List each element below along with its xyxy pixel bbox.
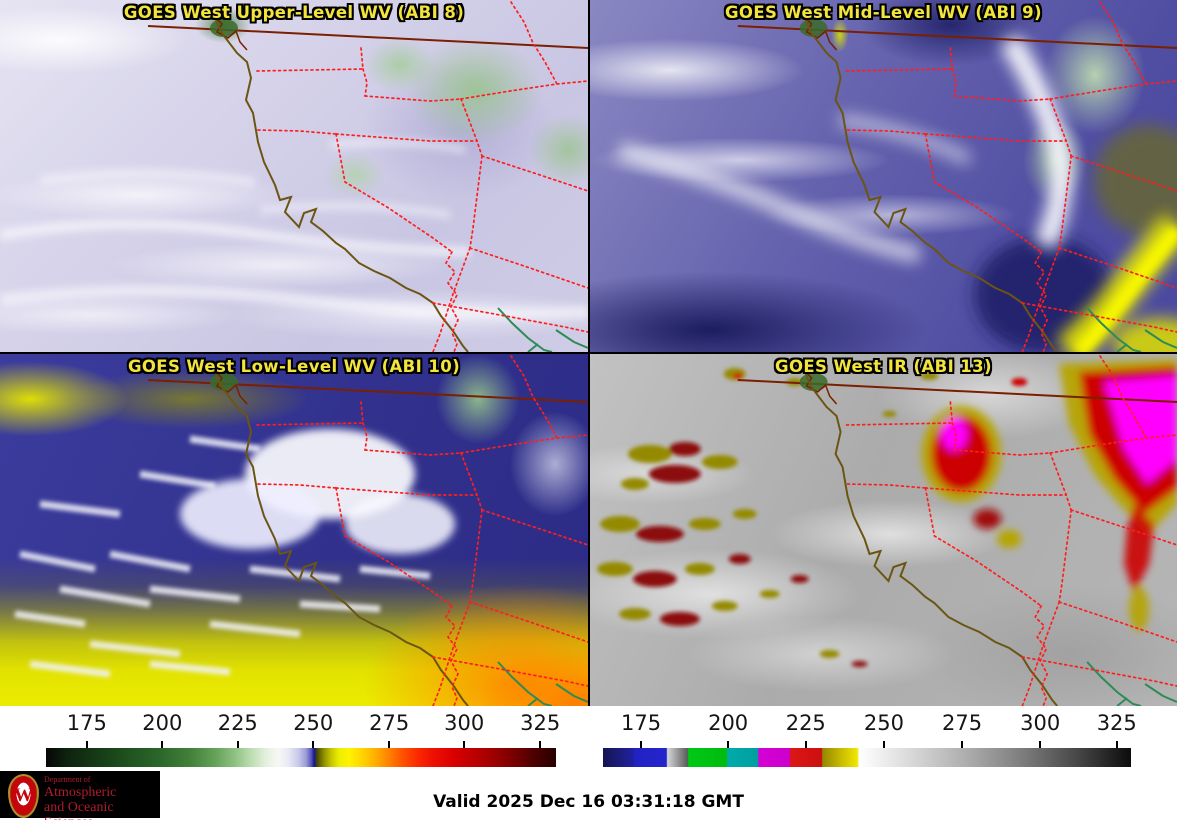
uw-crest-w: W [14, 785, 33, 806]
colorbar-tick-mark [1115, 741, 1118, 748]
wv-colorbar-gradient [46, 748, 556, 767]
colorbar-tick-label: 225 [785, 711, 826, 735]
ir-colorbar-gradient [603, 748, 1131, 767]
colorbar-tick-label: 300 [1020, 711, 1061, 735]
colorbar-tick-label: 175 [66, 711, 107, 735]
logo-name-line2: and Oceanic Sciences [44, 800, 114, 820]
panel-title-abi8: GOES West Upper-Level WV (ABI 8) [123, 3, 465, 22]
colorbar-tick-label: 275 [369, 711, 410, 735]
colorbar-tick-label: 200 [708, 711, 749, 735]
uw-aos-logo-text: Department of Atmospheric and Oceanic Sc… [44, 775, 160, 820]
colorbar-tick-mark [727, 741, 730, 748]
map-overlay-abi9 [617, 1, 1177, 352]
colorbar-tick-mark [388, 741, 391, 748]
valid-timestamp: Valid 2025 Dec 16 03:31:18 GMT [433, 792, 744, 812]
panel-title-abi13: GOES West IR (ABI 13) [775, 357, 992, 376]
colorbar-tick-mark [961, 741, 964, 748]
colorbar-tick-label: 325 [1096, 711, 1137, 735]
uw-aos-logo: W Department of Atmospheric and Oceanic … [0, 771, 160, 820]
colorbar-tick-label: 250 [863, 711, 904, 735]
colorbar-tick-mark [85, 741, 88, 748]
colorbar-tick-mark [161, 741, 164, 748]
map-overlay-abi8 [0, 1, 588, 352]
colorbar-tick-label: 325 [520, 711, 561, 735]
panel-low-level-wv: GOES West Low-Level WV (ABI 10) [0, 354, 588, 706]
colorbar-tick-label: 275 [941, 711, 983, 735]
panel-title-abi9: GOES West Mid-Level WV (ABI 9) [724, 3, 1043, 22]
colorbar-tick-label: 300 [444, 711, 485, 735]
panel-ir: GOES West IR (ABI 13) [590, 354, 1177, 706]
colorbar-tick-mark [1039, 741, 1042, 748]
wv-colorbar: 175 200 225 250 275 300 325 [46, 711, 560, 770]
logo-name-line1: Atmospheric [44, 785, 117, 801]
panel-upper-level-wv: GOES West Upper-Level WV (ABI 8) [0, 0, 588, 352]
colorbar-tick-mark [236, 741, 239, 748]
colorbar-tick-mark [640, 741, 643, 748]
panel-title-abi10: GOES West Low-Level WV (ABI 10) [127, 357, 461, 376]
panel-mid-level-wv: GOES West Mid-Level WV (ABI 9) [590, 0, 1177, 352]
colorbar-tick-label: 225 [217, 711, 258, 735]
colorbar-tick-mark [312, 741, 315, 748]
colorbar-tick-mark [539, 741, 542, 748]
colorbar-tick-label: 200 [142, 711, 183, 735]
logo-dept-line: Department of [44, 775, 91, 784]
colorbar-tick-mark [804, 741, 807, 748]
colorbar-tick-label: 175 [620, 711, 662, 735]
colorbar-tick-mark [463, 741, 466, 748]
colorbar-tick-label: 250 [293, 711, 334, 735]
panel-grid: GOES West Upper-Level WV (ABI 8) GOES We… [0, 0, 1177, 706]
map-overlay-abi10 [14, 355, 588, 706]
wv-colorbar-ticks: 175 200 225 250 275 300 325 [46, 711, 560, 770]
ir-colorbar-ticks: 175 200 225 250 275 300 325 [603, 711, 1137, 770]
ir-colorbar: 175 200 225 250 275 300 325 [603, 711, 1137, 770]
uw-crest-icon: W [8, 774, 39, 818]
colorbar-tick-mark [882, 741, 885, 748]
map-overlay-abi13 [596, 355, 1177, 706]
